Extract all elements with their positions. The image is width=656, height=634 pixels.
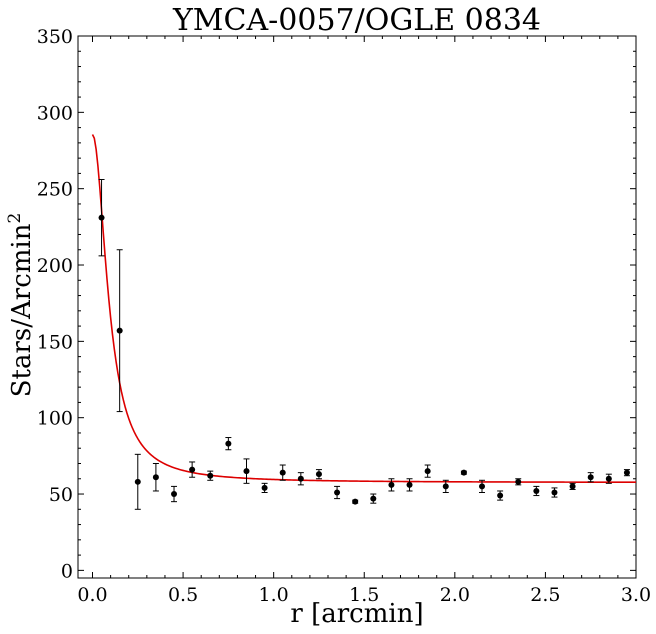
y-axis-label: Stars/Arcmin2 xyxy=(5,213,37,398)
data-point xyxy=(352,498,359,505)
data-point xyxy=(551,489,558,496)
data-point xyxy=(587,474,594,481)
data-point xyxy=(569,483,576,490)
data-point xyxy=(515,478,522,485)
plot-area: 0.0 0.5 1.0 1.5 2.0 2.5 3.0 0 50 100 150 200 250 300 3… xyxy=(37,26,651,606)
y-tick-label: 50 xyxy=(49,484,73,506)
x-tick-label: 2.5 xyxy=(530,584,560,606)
data-point xyxy=(279,469,286,476)
x-tick-label: 2.0 xyxy=(440,584,470,606)
data-point xyxy=(388,481,395,488)
data-point xyxy=(605,475,612,482)
data-point xyxy=(134,478,141,485)
y-tick-label: 0 xyxy=(61,560,73,582)
y-axis-label-exponent: 2 xyxy=(5,213,25,224)
data-point xyxy=(497,492,504,499)
data-point xyxy=(225,440,232,447)
data-point xyxy=(442,483,449,490)
y-axis-label-text: Stars/Arcmin xyxy=(7,223,37,397)
x-tick-label: 1.0 xyxy=(259,584,289,606)
chart-title: YMCA-0057/OGLE 0834 xyxy=(172,3,541,38)
data-point xyxy=(460,469,467,476)
y-tick-label: 100 xyxy=(37,408,73,430)
data-point xyxy=(623,469,630,476)
data-point xyxy=(370,495,377,502)
fit-curve-line xyxy=(91,134,636,484)
x-tick-label: 3.0 xyxy=(621,584,651,606)
x-tick-label: 1.5 xyxy=(349,584,379,606)
data-point xyxy=(207,472,214,479)
data-point xyxy=(424,468,431,475)
data-point xyxy=(243,468,250,475)
plot-frame xyxy=(77,35,637,579)
x-tick-label: 0.5 xyxy=(168,584,198,606)
data-point xyxy=(98,214,105,221)
data-point xyxy=(334,489,341,496)
x-axis-label: r [arcmin] xyxy=(290,599,423,629)
data-point xyxy=(297,475,304,482)
data-point xyxy=(171,491,178,498)
data-point xyxy=(406,481,413,488)
data-point xyxy=(189,466,196,473)
y-tick-label: 200 xyxy=(37,255,73,277)
data-point xyxy=(116,327,123,334)
data-point xyxy=(533,487,540,494)
x-tick-label: 0.0 xyxy=(77,584,107,606)
data-point xyxy=(479,483,486,490)
data-point xyxy=(152,474,159,481)
data-point xyxy=(261,484,268,491)
y-tick-label: 250 xyxy=(37,179,73,201)
y-tick-label: 350 xyxy=(37,26,73,48)
y-tick-label: 150 xyxy=(37,331,73,353)
data-point xyxy=(315,471,322,478)
y-tick-label: 300 xyxy=(37,102,73,124)
